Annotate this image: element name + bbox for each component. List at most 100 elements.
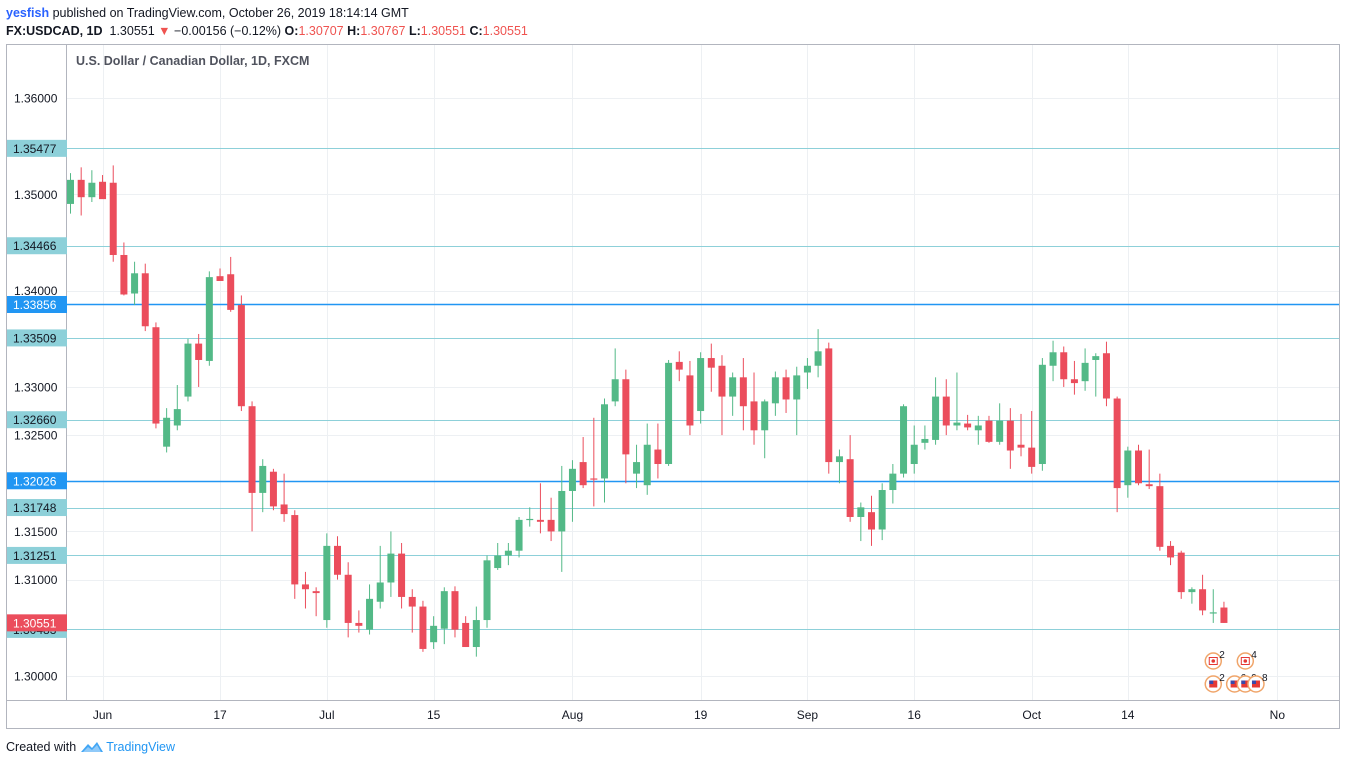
last-value: 1.30551 xyxy=(109,24,155,38)
tradingview-brand-link[interactable]: TradingView xyxy=(106,740,175,754)
time-tick-label: Jun xyxy=(93,708,112,722)
candle xyxy=(483,555,491,628)
candle-body xyxy=(323,545,331,621)
time-tick-label: 15 xyxy=(427,708,441,722)
candle xyxy=(750,372,758,445)
price-tick-label: 1.31000 xyxy=(14,573,58,587)
candle xyxy=(611,348,619,407)
candle xyxy=(494,542,502,570)
tradingview-logo-icon xyxy=(81,742,104,752)
candle-body xyxy=(750,401,758,431)
candle xyxy=(440,587,448,645)
price-tick-label: 1.32500 xyxy=(14,429,58,443)
level-label-box xyxy=(7,472,67,490)
level-label-box xyxy=(7,499,67,517)
candle-body xyxy=(1156,486,1164,547)
candle-body xyxy=(526,518,534,521)
candle-body xyxy=(173,409,181,426)
candle-body xyxy=(472,620,480,648)
candle xyxy=(1199,574,1207,616)
economic-events[interactable]: 242698 xyxy=(1204,650,1268,693)
last-price-label: 1.30551 xyxy=(7,614,67,632)
candle xyxy=(515,516,523,558)
close-label: C: xyxy=(469,24,483,38)
candle xyxy=(323,533,331,628)
candle xyxy=(1167,541,1175,566)
level-label-box xyxy=(7,295,67,313)
candle-body xyxy=(515,519,523,551)
candle xyxy=(451,586,459,638)
level-lines xyxy=(7,148,1339,630)
candle-body xyxy=(718,365,726,397)
candle xyxy=(921,425,929,450)
candle xyxy=(590,417,598,507)
level-label-text: 1.35477 xyxy=(13,142,57,156)
candle xyxy=(974,415,982,445)
candle xyxy=(67,173,74,214)
candle-body xyxy=(568,468,576,491)
candle xyxy=(1070,360,1078,395)
low-value: 1.30551 xyxy=(420,24,466,38)
level-label-text: 1.31251 xyxy=(13,549,57,563)
candle xyxy=(1017,413,1025,457)
candle-body xyxy=(291,515,299,585)
candle-body xyxy=(536,519,544,522)
us-event-icon: 2 xyxy=(1204,673,1225,693)
time-tick-label: Sep xyxy=(797,708,819,722)
flag-us-canton xyxy=(1241,680,1246,684)
candle-body xyxy=(1006,420,1014,451)
candle-body xyxy=(675,361,683,370)
candle-body xyxy=(1081,362,1089,382)
candle-body xyxy=(77,179,85,198)
candles xyxy=(67,165,1228,657)
candle-body xyxy=(985,420,993,442)
candle xyxy=(825,342,833,474)
open-label: O: xyxy=(284,24,299,38)
candle-body xyxy=(1145,484,1153,487)
level-label-text: 1.31748 xyxy=(13,501,57,515)
price-tick-label: 1.30000 xyxy=(14,669,58,683)
candle-body xyxy=(729,377,737,397)
time-tick-label: Jul xyxy=(319,708,334,722)
last-price-text: 1.30551 xyxy=(13,616,57,630)
candle-body xyxy=(259,465,267,493)
candle-body xyxy=(846,459,854,517)
candle-body xyxy=(205,277,213,361)
candle-body xyxy=(312,591,320,594)
candle xyxy=(344,562,352,638)
candle xyxy=(1220,601,1228,623)
event-count: 8 xyxy=(1262,673,1268,684)
author-link[interactable]: yesfish xyxy=(6,6,50,20)
price-tick-label: 1.36000 xyxy=(14,91,58,105)
candle xyxy=(1060,346,1068,387)
candle-body xyxy=(376,582,384,602)
candle-body xyxy=(878,490,886,530)
time-tick-label: No xyxy=(1270,708,1286,722)
candle xyxy=(729,372,737,416)
candle-body xyxy=(1209,612,1217,614)
candle-body xyxy=(163,417,171,447)
candle xyxy=(141,263,149,332)
plot-frame xyxy=(6,44,1340,729)
candle-body xyxy=(558,490,566,532)
level-label-text: 1.33509 xyxy=(13,331,57,345)
candle-body xyxy=(782,377,790,400)
candle xyxy=(237,295,245,412)
candle-body xyxy=(430,625,438,643)
footer: Created with TradingView xyxy=(6,739,175,755)
candle-body xyxy=(579,462,587,486)
ohlc-line: FX:USDCAD, 1D 1.30551 ▼ −0.00156 (−0.12%… xyxy=(6,22,528,40)
candle-body xyxy=(942,396,950,426)
candle-body xyxy=(739,377,747,407)
time-scale[interactable]: Jun 17 Jul 15 Aug 19 Sep 16 Oct 14 No xyxy=(93,708,1285,722)
candle-body xyxy=(1113,398,1121,489)
candle xyxy=(547,497,555,542)
candle xyxy=(366,584,374,635)
candle-body xyxy=(889,473,897,491)
candle-body xyxy=(141,273,149,327)
price-scale[interactable]: 1.36000 1.35000 1.34000 1.33000 1.32500 1.315… xyxy=(7,91,67,683)
candle xyxy=(163,408,171,453)
level-label-text: 1.32026 xyxy=(13,474,57,488)
candle xyxy=(291,510,299,599)
